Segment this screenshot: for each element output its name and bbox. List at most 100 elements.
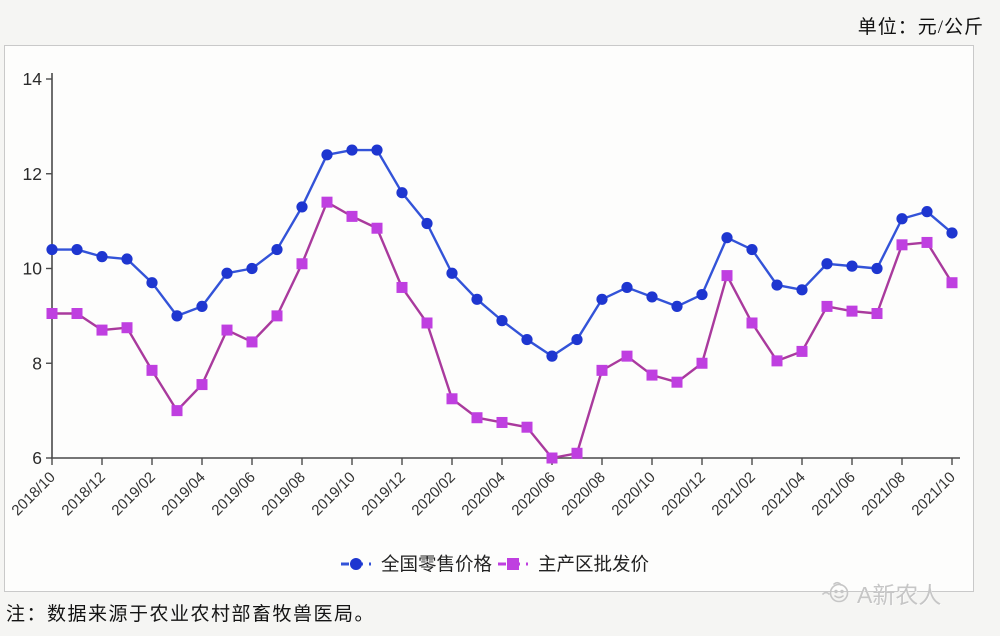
- x-tick-label: 2019/04: [158, 469, 208, 519]
- data-point: [296, 201, 308, 213]
- x-tick-label: 2021/10: [908, 469, 958, 519]
- data-point: [121, 253, 133, 265]
- data-point: [821, 300, 833, 312]
- data-point: [246, 336, 258, 348]
- data-point: [271, 310, 283, 322]
- unit-label: 单位：元/公斤: [857, 17, 984, 38]
- x-tick-label: 2021/02: [708, 469, 758, 519]
- data-point: [346, 210, 358, 222]
- data-point: [371, 144, 383, 156]
- data-point: [646, 291, 658, 303]
- data-point: [771, 279, 783, 291]
- x-tick-label: 2021/04: [758, 469, 808, 519]
- legend-marker: [350, 558, 362, 570]
- series-1: [46, 196, 958, 464]
- data-point: [321, 149, 333, 161]
- data-point: [171, 405, 183, 417]
- data-point: [46, 308, 58, 320]
- x-axis-ticks: 2018/10 2018/12 2019/02 2019/04 2019/06 2019/…: [8, 458, 959, 519]
- data-point: [571, 333, 583, 346]
- x-tick-label: 2018/12: [58, 469, 108, 519]
- data-point: [596, 293, 608, 305]
- data-point: [171, 310, 183, 322]
- y-tick-label: 14: [23, 69, 43, 89]
- data-point: [546, 350, 558, 362]
- data-point: [771, 355, 783, 367]
- data-point: [796, 284, 808, 296]
- x-tick-label: 2021/06: [808, 469, 858, 519]
- data-point: [621, 350, 633, 362]
- y-tick-label: 8: [32, 353, 42, 373]
- x-tick-label: 2020/10: [608, 469, 658, 519]
- data-point: [571, 447, 583, 459]
- data-point: [821, 258, 833, 270]
- legend-marker: [507, 558, 519, 570]
- data-point: [796, 345, 808, 357]
- x-tick-label: 2019/08: [258, 469, 308, 519]
- x-tick-label: 2020/12: [658, 469, 708, 519]
- data-point: [921, 236, 933, 248]
- data-point: [146, 277, 158, 289]
- x-tick-label: 2020/06: [508, 469, 558, 519]
- data-point: [371, 222, 383, 234]
- x-tick-label: 2020/08: [558, 469, 608, 519]
- data-point: [471, 412, 483, 424]
- data-point: [746, 317, 758, 329]
- data-point: [421, 217, 433, 230]
- data-point: [271, 243, 283, 256]
- data-point: [71, 308, 83, 320]
- x-tick-label: 2019/02: [108, 469, 158, 519]
- data-point: [221, 267, 233, 279]
- data-point: [346, 144, 358, 156]
- data-point: [446, 393, 458, 405]
- data-point: [521, 333, 533, 346]
- series-0: [46, 144, 958, 362]
- x-tick-label: 2020/04: [458, 469, 508, 519]
- source-note: 注：数据来源于农业农村部畜牧兽医局。: [6, 604, 376, 625]
- data-point: [596, 364, 608, 376]
- data-point: [871, 262, 883, 275]
- data-point: [721, 270, 733, 282]
- data-point: [846, 305, 858, 317]
- data-point: [196, 300, 208, 312]
- data-point: [396, 281, 408, 293]
- data-point: [946, 277, 958, 289]
- y-tick-label: 6: [32, 448, 42, 468]
- y-axis-ticks: 6 8 10 12 14: [23, 69, 52, 468]
- legend-label: 全国零售价格: [381, 554, 493, 575]
- watermark: A新农人: [822, 576, 941, 610]
- data-point: [471, 293, 483, 305]
- data-point: [296, 258, 308, 270]
- data-point: [421, 317, 433, 329]
- legend-label: 主产区批发价: [538, 554, 649, 575]
- data-point: [946, 227, 958, 239]
- data-point: [746, 243, 758, 256]
- data-point: [121, 322, 133, 334]
- data-point: [696, 288, 708, 301]
- data-point: [496, 416, 508, 428]
- y-tick-label: 12: [23, 164, 42, 184]
- data-point: [896, 239, 908, 251]
- data-point: [446, 267, 458, 279]
- x-tick-label: 2021/08: [858, 469, 908, 519]
- x-tick-label: 2019/12: [358, 469, 408, 519]
- data-point: [871, 308, 883, 320]
- data-point: [196, 379, 208, 391]
- data-point: [71, 243, 83, 256]
- data-point: [146, 364, 158, 376]
- x-tick-label: 2019/06: [208, 469, 258, 519]
- data-point: [671, 376, 683, 388]
- data-point: [221, 324, 233, 336]
- data-point: [646, 369, 658, 381]
- data-point: [396, 187, 408, 199]
- x-tick-label: 2019/10: [308, 469, 358, 519]
- watermark-text: A新农人: [857, 582, 942, 608]
- data-point: [546, 452, 558, 464]
- data-point: [846, 260, 858, 272]
- data-point: [671, 300, 683, 312]
- legend: 全国零售价格 主产区批发价: [341, 554, 649, 575]
- data-point: [696, 357, 708, 369]
- data-point: [46, 243, 58, 256]
- data-point: [96, 324, 108, 336]
